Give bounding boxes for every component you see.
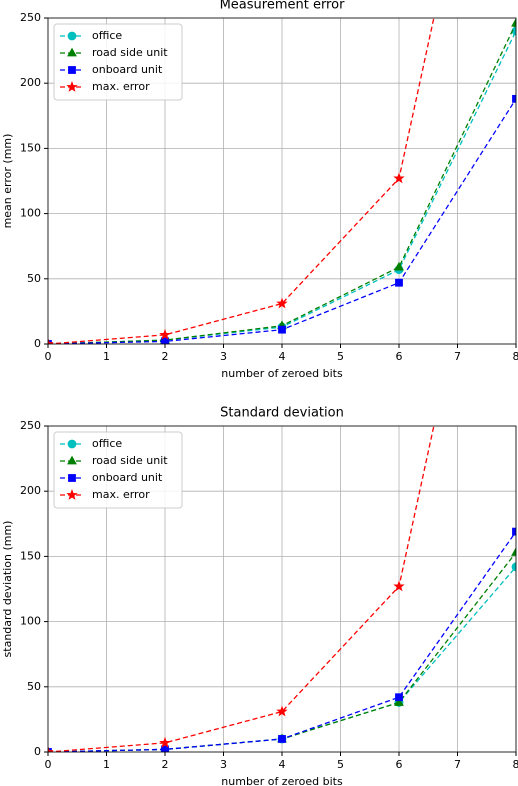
- plot-area: [48, 43, 518, 752]
- y-tick-label: 250: [20, 419, 41, 432]
- legend-marker: [68, 474, 76, 482]
- marker: [276, 297, 288, 309]
- x-tick-label: 2: [162, 758, 169, 771]
- x-tick-label: 8: [513, 350, 518, 363]
- x-tick-label: 7: [454, 350, 461, 363]
- legend-label: road side unit: [92, 46, 168, 59]
- x-tick-label: 6: [396, 350, 403, 363]
- x-tick-label: 0: [45, 758, 52, 771]
- legend-label: max. error: [92, 488, 150, 501]
- y-tick-label: 100: [20, 615, 41, 628]
- legend-marker: [67, 47, 77, 57]
- marker: [512, 527, 516, 536]
- axes-frame: [47, 17, 517, 345]
- y-tick-label: 200: [20, 76, 41, 89]
- x-tick-label: 7: [454, 758, 461, 771]
- y-tick-label: 150: [20, 141, 41, 154]
- x-tick-label: 1: [103, 758, 110, 771]
- chart-title: Standard deviation: [220, 406, 344, 421]
- legend-marker: [67, 31, 77, 41]
- legend: office road side unit onboard unit max. err…: [53, 431, 183, 509]
- marker: [394, 261, 404, 271]
- y-axis-label: standard deviation (mm): [1, 521, 14, 658]
- x-tick-label: 5: [337, 350, 344, 363]
- x-tick-label: 4: [279, 350, 286, 363]
- marker: [161, 337, 169, 344]
- marker: [393, 580, 405, 592]
- marker: [395, 693, 403, 702]
- marker: [395, 278, 403, 287]
- chart: Measurement error 0 50 100 150 200 250 0 1 2 3 4 5 6 7…: [1, 0, 518, 380]
- legend-marker: [67, 439, 77, 449]
- axes-frame: [47, 425, 517, 753]
- marker: [394, 697, 404, 706]
- legend-marker: [68, 66, 76, 74]
- marker: [278, 735, 286, 743]
- y-axis-label: mean error (mm): [1, 134, 14, 229]
- marker: [511, 547, 516, 556]
- marker: [511, 18, 516, 27]
- marker: [159, 328, 171, 340]
- x-tick-label: 3: [220, 758, 227, 771]
- marker: [161, 745, 169, 752]
- x-tick-label: 5: [337, 758, 344, 771]
- legend: office road side unit onboard unit max. err…: [53, 23, 183, 101]
- legend-marker: [67, 455, 77, 465]
- x-tick-label: 4: [279, 758, 286, 771]
- legend-label: onboard unit: [92, 63, 163, 76]
- y-tick-label: 200: [20, 484, 41, 497]
- x-tick-label: 2: [162, 350, 169, 363]
- marker: [393, 172, 405, 184]
- x-axis-label: number of zeroed bits: [221, 367, 343, 380]
- marker: [159, 736, 171, 748]
- marker: [278, 325, 286, 334]
- plot-area: [48, 18, 516, 344]
- x-axis-label: number of zeroed bits: [221, 775, 343, 786]
- legend-box: [53, 23, 183, 101]
- y-tick-label: 250: [20, 11, 41, 24]
- y-tick-label: 50: [27, 272, 41, 285]
- marker: [512, 94, 516, 103]
- x-tick-label: 1: [103, 350, 110, 363]
- marker: [511, 562, 516, 572]
- marker: [48, 338, 54, 344]
- y-tick-label: 0: [34, 337, 41, 350]
- y-tick-label: 100: [20, 207, 41, 220]
- y-tick-label: 50: [27, 680, 41, 693]
- legend-label: office: [92, 29, 122, 42]
- x-tick-label: 3: [220, 350, 227, 363]
- y-tick-label: 0: [34, 745, 41, 758]
- legend-marker: [66, 489, 78, 500]
- legend-label: road side unit: [92, 454, 168, 467]
- legend-label: office: [92, 437, 122, 450]
- legend-label: onboard unit: [92, 471, 163, 484]
- chart-title: Measurement error: [220, 0, 346, 13]
- legend-box: [53, 431, 183, 509]
- marker: [511, 43, 518, 52]
- marker: [276, 705, 288, 717]
- x-tick-label: 8: [513, 758, 518, 771]
- x-tick-label: 6: [396, 758, 403, 771]
- x-tick-label: 0: [45, 350, 52, 363]
- y-tick-label: 150: [20, 549, 41, 562]
- marker: [48, 746, 54, 752]
- legend-label: max. error: [92, 80, 150, 93]
- legend-marker: [66, 81, 78, 92]
